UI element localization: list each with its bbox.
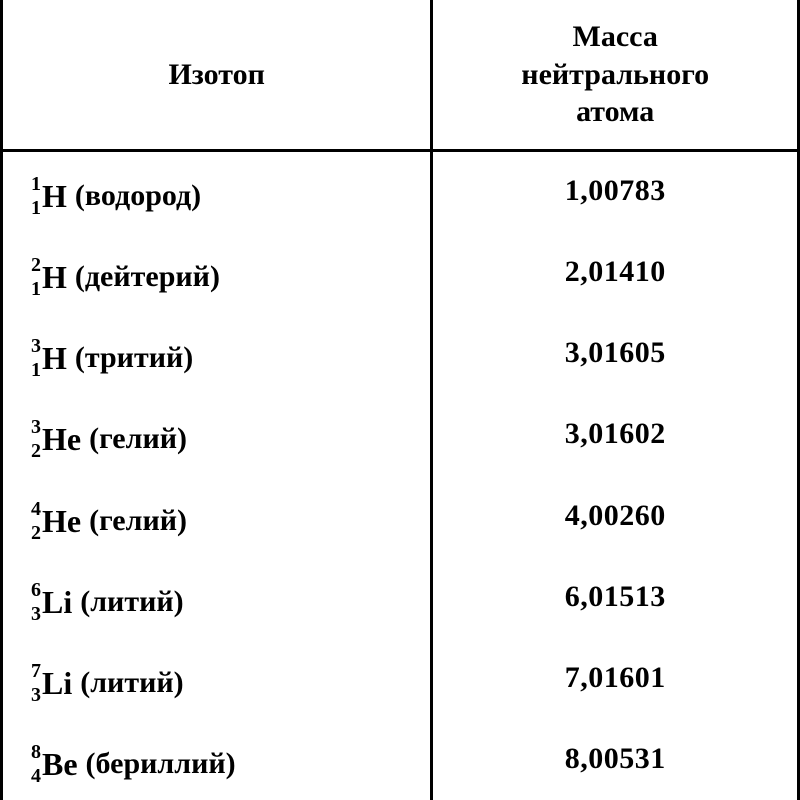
table-row: 32He(гелий)3,01602 [2, 394, 799, 475]
element-name: (тритий) [75, 341, 193, 375]
mass-number: 3 [31, 417, 41, 437]
mass-number: 4 [31, 499, 41, 519]
isotope-notation: 63Li(литий) [31, 582, 184, 622]
mass-number: 6 [31, 580, 41, 600]
element-name: (гелий) [89, 422, 187, 456]
table-row: 42He(гелий)4,00260 [2, 475, 799, 556]
isotope-notation: 73Li(литий) [31, 663, 184, 703]
atomic-number: 2 [31, 523, 41, 543]
atomic-number: 3 [31, 604, 41, 624]
data-table: Изотоп Массанейтральногоатома 11H(водоро… [0, 0, 800, 800]
isotope-notation: 32He(гелий) [31, 419, 187, 459]
nuclide-scripts: 11 [31, 176, 41, 216]
isotope-notation: 11H(водород) [31, 176, 201, 216]
element-symbol: Li [42, 667, 72, 699]
atomic-number: 1 [31, 279, 41, 299]
table-row: 84Be(бериллий)8,00531 [2, 719, 799, 800]
atomic-number: 1 [31, 360, 41, 380]
isotope-notation: 21H(дейтерий) [31, 257, 220, 297]
header-row: Изотоп Массанейтральногоатома [2, 0, 799, 150]
atomic-number: 1 [31, 198, 41, 218]
element-symbol: Be [42, 748, 78, 780]
mass-value: 2,01410 [432, 231, 799, 312]
isotope-cell: 21H(дейтерий) [2, 231, 432, 312]
mass-number: 7 [31, 661, 41, 681]
mass-value: 7,01601 [432, 638, 799, 719]
isotope-cell: 32He(гелий) [2, 394, 432, 475]
element-name: (бериллий) [86, 747, 236, 781]
isotope-cell: 63Li(литий) [2, 556, 432, 637]
nuclide: 31H [31, 338, 67, 378]
isotope-cell: 73Li(литий) [2, 638, 432, 719]
element-name: (водород) [75, 179, 201, 213]
nuclide-scripts: 31 [31, 338, 41, 378]
mass-value: 6,01513 [432, 556, 799, 637]
nuclide: 11H [31, 176, 67, 216]
mass-number: 3 [31, 336, 41, 356]
table-row: 73Li(литий)7,01601 [2, 638, 799, 719]
table-header: Изотоп Массанейтральногоатома [2, 0, 799, 150]
isotope-cell: 11H(водород) [2, 150, 432, 231]
nuclide-scripts: 63 [31, 582, 41, 622]
mass-value: 3,01602 [432, 394, 799, 475]
mass-number: 8 [31, 742, 41, 762]
nuclide: 73Li [31, 663, 72, 703]
element-name: (дейтерий) [75, 260, 220, 294]
isotope-cell: 84Be(бериллий) [2, 719, 432, 800]
table-row: 21H(дейтерий)2,01410 [2, 231, 799, 312]
element-name: (литий) [80, 666, 183, 700]
mass-number: 2 [31, 255, 41, 275]
nuclide: 32He [31, 419, 81, 459]
table-row: 31H(тритий)3,01605 [2, 313, 799, 394]
mass-value: 1,00783 [432, 150, 799, 231]
isotope-notation: 84Be(бериллий) [31, 744, 236, 784]
isotope-notation: 31H(тритий) [31, 338, 193, 378]
nuclide-scripts: 73 [31, 663, 41, 703]
nuclide: 21H [31, 257, 67, 297]
isotope-mass-table: Изотоп Массанейтральногоатома 11H(водоро… [0, 0, 800, 800]
element-symbol: H [42, 261, 67, 293]
nuclide-scripts: 42 [31, 501, 41, 541]
element-symbol: H [42, 342, 67, 374]
mass-number: 1 [31, 174, 41, 194]
nuclide-scripts: 32 [31, 419, 41, 459]
isotope-notation: 42He(гелий) [31, 501, 187, 541]
mass-value: 8,00531 [432, 719, 799, 800]
isotope-cell: 31H(тритий) [2, 313, 432, 394]
element-symbol: He [42, 505, 81, 537]
nuclide-scripts: 21 [31, 257, 41, 297]
table-row: 11H(водород)1,00783 [2, 150, 799, 231]
nuclide: 84Be [31, 744, 78, 784]
table-body: 11H(водород)1,0078321H(дейтерий)2,014103… [2, 150, 799, 800]
mass-value: 3,01605 [432, 313, 799, 394]
element-symbol: He [42, 423, 81, 455]
nuclide: 63Li [31, 582, 72, 622]
element-name: (литий) [80, 585, 183, 619]
header-mass: Массанейтральногоатома [432, 0, 799, 150]
table-row: 63Li(литий)6,01513 [2, 556, 799, 637]
atomic-number: 4 [31, 766, 41, 786]
nuclide: 42He [31, 501, 81, 541]
isotope-cell: 42He(гелий) [2, 475, 432, 556]
atomic-number: 3 [31, 685, 41, 705]
nuclide-scripts: 84 [31, 744, 41, 784]
element-symbol: H [42, 180, 67, 212]
mass-value: 4,00260 [432, 475, 799, 556]
atomic-number: 2 [31, 441, 41, 461]
header-isotope: Изотоп [2, 0, 432, 150]
element-symbol: Li [42, 586, 72, 618]
element-name: (гелий) [89, 504, 187, 538]
